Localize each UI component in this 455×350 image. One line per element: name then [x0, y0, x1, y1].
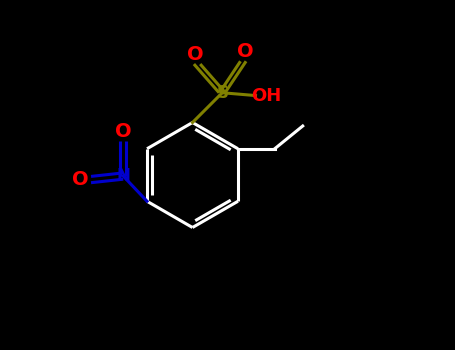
Text: OH: OH — [251, 86, 281, 105]
Text: O: O — [72, 170, 89, 189]
Text: O: O — [237, 42, 253, 61]
Text: O: O — [115, 122, 131, 141]
Text: O: O — [187, 45, 204, 64]
Text: S: S — [216, 84, 228, 102]
Text: N: N — [116, 167, 130, 185]
